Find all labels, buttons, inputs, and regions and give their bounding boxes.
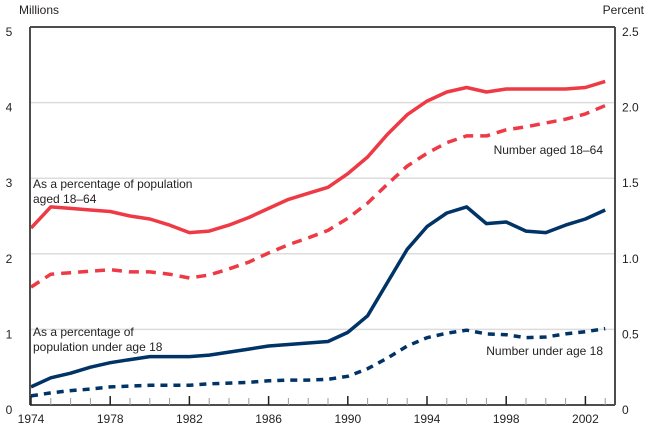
left-axis-unit-label: Millions bbox=[19, 3, 59, 17]
annotation-pct-under-18-line1: As a percentage of bbox=[33, 325, 134, 339]
right-axis-unit-label: Percent bbox=[603, 3, 645, 17]
right-y-tick-label: 2.0 bbox=[622, 101, 639, 115]
series-line-1 bbox=[30, 103, 606, 289]
right-y-tick-label: 1.5 bbox=[622, 176, 639, 190]
series-line-2 bbox=[30, 205, 606, 389]
series-line-0 bbox=[29, 79, 606, 235]
x-tick-label: 2002 bbox=[572, 412, 599, 426]
series-lines bbox=[29, 79, 606, 398]
left-y-tick-label: 5 bbox=[6, 25, 13, 39]
x-tick-label: 1978 bbox=[97, 412, 124, 426]
left-y-tick-label: 0 bbox=[6, 403, 13, 417]
annotation-pct-18-64-line2: aged 18–64 bbox=[33, 192, 97, 206]
annotation-pct-under-18-line2: population under age 18 bbox=[33, 340, 163, 354]
gridlines bbox=[30, 101, 615, 331]
x-tick-label: 1990 bbox=[334, 412, 361, 426]
left-y-tick-label: 3 bbox=[6, 176, 13, 190]
tick-marks: 1974 1978 1982 1986 1990 1994 1998 2002 bbox=[18, 396, 606, 426]
left-y-tick-label: 1 bbox=[6, 327, 13, 341]
left-y-tick-label: 4 bbox=[6, 101, 13, 115]
left-y-tick-label: 2 bbox=[6, 252, 13, 266]
right-y-tick-label: 0.5 bbox=[622, 327, 639, 341]
x-tick-label: 1974 bbox=[18, 412, 45, 426]
right-y-tick-label: 2.5 bbox=[622, 25, 639, 39]
annotations: As a percentage of population aged 18–64… bbox=[33, 143, 603, 358]
axes: 0 1 2 3 4 5 0 0.5 1.0 1.5 2.0 2.5 bbox=[6, 25, 639, 417]
annotation-number-under-18: Number under age 18 bbox=[486, 344, 603, 358]
series-line-3 bbox=[30, 326, 606, 398]
annotation-number-18-64: Number aged 18–64 bbox=[494, 143, 604, 157]
x-tick-label: 1998 bbox=[493, 412, 520, 426]
x-tick-label: 1994 bbox=[414, 412, 441, 426]
x-tick-label: 1986 bbox=[255, 412, 282, 426]
annotation-pct-18-64-line1: As a percentage of population bbox=[33, 177, 192, 191]
x-tick-label: 1982 bbox=[176, 412, 203, 426]
right-y-tick-label: 1.0 bbox=[622, 252, 639, 266]
right-y-tick-label: 0 bbox=[622, 403, 629, 417]
